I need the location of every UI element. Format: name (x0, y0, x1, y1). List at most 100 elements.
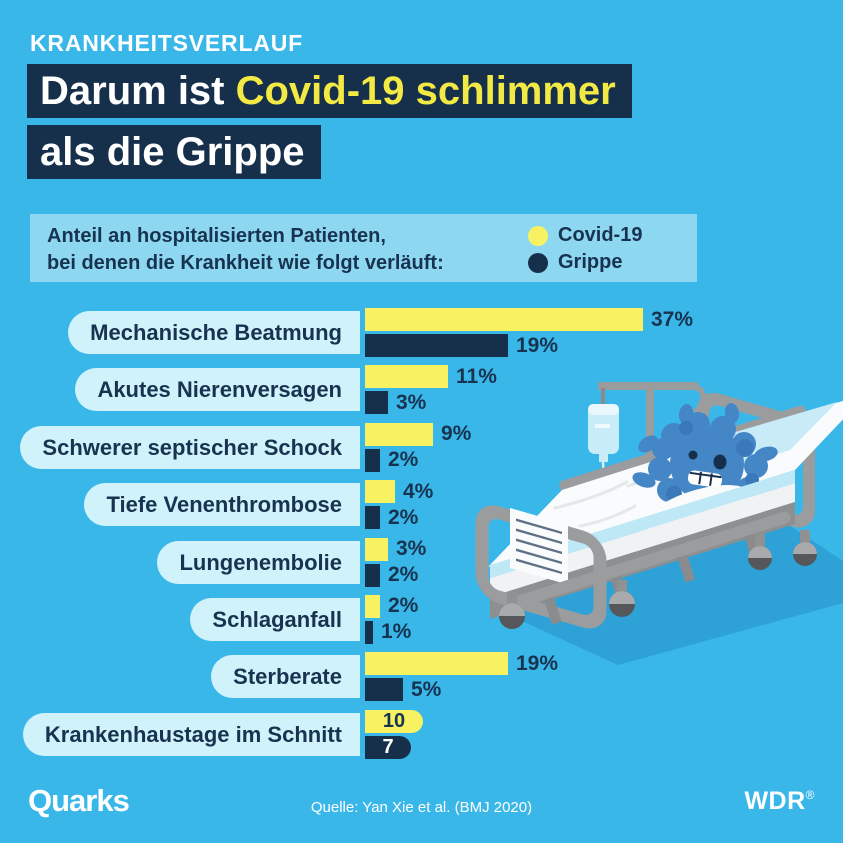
covid-bar-line: 2% (365, 594, 419, 618)
bar-pair: 3% 2% (365, 537, 426, 590)
footboard (475, 505, 607, 629)
chart-row: Schlaganfall 2% 1% (30, 594, 710, 644)
grippe-bar-value: 7 (382, 735, 394, 758)
legend: Covid-19 Grippe (528, 223, 642, 277)
covid-bar-value: 11% (456, 364, 497, 388)
covid-bar (365, 422, 433, 446)
title-line1-white: Darum ist (40, 69, 236, 113)
source-credit: Quelle: Yan Xie et al. (BMJ 2020) (310, 799, 533, 816)
covid-bar-line: 11% (365, 364, 497, 389)
page-title: Darum ist Covid-19 schlimmer als die Gri… (27, 64, 632, 179)
legend-dot-icon (528, 252, 548, 273)
bar-pair: 37% 19% (365, 308, 693, 360)
caster-wheel-icon (609, 580, 635, 617)
covid-bar (365, 537, 388, 561)
legend-entry-grippe: Grippe (528, 250, 642, 275)
grippe-bar (365, 506, 380, 530)
casters (499, 530, 817, 629)
chart-row: Lungenembolie 3% 2% (30, 537, 710, 587)
bar-pair: 11% 3% (365, 365, 497, 417)
covid-bar (365, 365, 448, 389)
covid-bar-value: 19% (516, 651, 559, 675)
category-label: Lungenembolie (157, 540, 360, 584)
grippe-bar (365, 620, 373, 644)
legend-label: Covid-19 (558, 224, 643, 246)
caption-line-2: bei denen die Krankheit wie folgt verläu… (47, 252, 444, 274)
covid-bar (365, 480, 395, 504)
legend-dot-icon (528, 225, 548, 246)
legend-panel: Anteil an hospitalisierten Patienten, be… (30, 214, 697, 282)
hospital-bed-illustration (475, 382, 843, 665)
category-label-box: Schwerer septischer Schock (20, 425, 360, 469)
covid-bar: 10 (365, 709, 423, 733)
eyebrow-kicker: KRANKHEITSVERLAUF (30, 30, 303, 56)
quarks-logo: Quarks (28, 783, 130, 818)
title-line1-accent: Covid-19 schlimmer (235, 69, 616, 113)
bar-pair: 4% 2% (365, 480, 433, 532)
grippe-bar: 7 (365, 735, 411, 759)
chart-row: Mechanische Beatmung 37% 19% (30, 308, 710, 357)
covid-bar-line: 19% (365, 651, 559, 676)
caption-line-1: Anteil an hospitalisierten Patienten, (47, 225, 386, 247)
category-label-box: Mechanische Beatmung (30, 311, 360, 354)
grippe-bar (365, 563, 380, 587)
covid-bar (365, 652, 508, 676)
covid-bar-line: 37% (365, 308, 693, 331)
covid-bar (365, 308, 643, 331)
chart-row: Akutes Nierenversagen 11% 3% (30, 365, 710, 415)
category-label-box: Schlaganfall (30, 597, 360, 641)
legend-entry-covid-19: Covid-19 (528, 223, 642, 248)
grippe-bar-line: 2% (365, 448, 471, 472)
category-label: Schwerer septischer Schock (20, 425, 360, 469)
category-label-box: Krankenhaustage im Schnitt (22, 712, 360, 756)
grippe-bar-value: 2% (388, 448, 419, 472)
grippe-bar-line: 1% (365, 620, 418, 644)
category-label: Krankenhaustage im Schnitt (22, 712, 360, 756)
title-line-1: Darum ist Covid-19 schlimmer (27, 64, 632, 118)
category-label-box: Tiefe Venenthrombose (30, 483, 360, 527)
grippe-bar-line: 2% (365, 505, 433, 530)
chart-row: Tiefe Venenthrombose 4% 2% (30, 480, 710, 530)
bar-pair: 10 7 (365, 709, 423, 762)
category-label-box: Sterberate (30, 655, 360, 699)
grippe-bar-line: 7 (365, 735, 423, 759)
caster-wheel-icon (748, 534, 772, 570)
grippe-bar-value: 2% (388, 563, 419, 587)
chart-caption: Anteil an hospitalisierten Patienten, be… (47, 223, 444, 277)
grippe-bar-line: 19% (365, 334, 693, 357)
chart-row: Krankenhaustage im Schnitt 10 7 (22, 709, 710, 759)
bar-pair: 19% 5% (365, 652, 558, 704)
covid-bar-line: 10 (365, 709, 423, 733)
grippe-bar-line: 2% (365, 563, 426, 587)
registered-mark: ® (805, 788, 815, 802)
virus-face (687, 450, 727, 488)
category-label-box: Akutes Nierenversagen (30, 368, 360, 412)
caster-wheel-icon (499, 592, 525, 629)
wdr-logo: WDR® (744, 787, 815, 815)
chart-row: Schwerer septischer Schock 9% 2% (20, 422, 710, 472)
grippe-bar-value: 1% (381, 620, 412, 644)
grippe-bar-line: 3% (365, 390, 497, 415)
grippe-bar-value: 2% (388, 505, 419, 529)
bar-chart: Mechanische Beatmung 37% 19% Akutes Nierenv… (20, 308, 710, 770)
title-line2-white: als die Grippe (40, 130, 305, 174)
patient-chart-icon (510, 508, 568, 585)
category-label: Schlaganfall (190, 597, 360, 641)
grippe-bar-value: 5% (411, 677, 442, 701)
bar-pair: 9% 2% (365, 422, 472, 475)
bar-pair: 2% 1% (365, 594, 419, 647)
grippe-bar (365, 448, 380, 472)
grippe-bar (365, 334, 508, 357)
covid-bar-line: 3% (365, 537, 426, 561)
covid-bar (365, 594, 380, 618)
covid-bar-value: 9% (441, 422, 472, 446)
category-label: Sterberate (211, 655, 360, 699)
grippe-bar-value: 3% (396, 390, 427, 414)
covid-bar-line: 9% (365, 422, 472, 446)
category-label: Tiefe Venenthrombose (84, 483, 360, 527)
covid-bar-line: 4% (365, 480, 433, 504)
covid-bar-value: 2% (388, 594, 419, 618)
covid-bar-value: 10 (382, 709, 406, 732)
grippe-bar (365, 391, 388, 415)
